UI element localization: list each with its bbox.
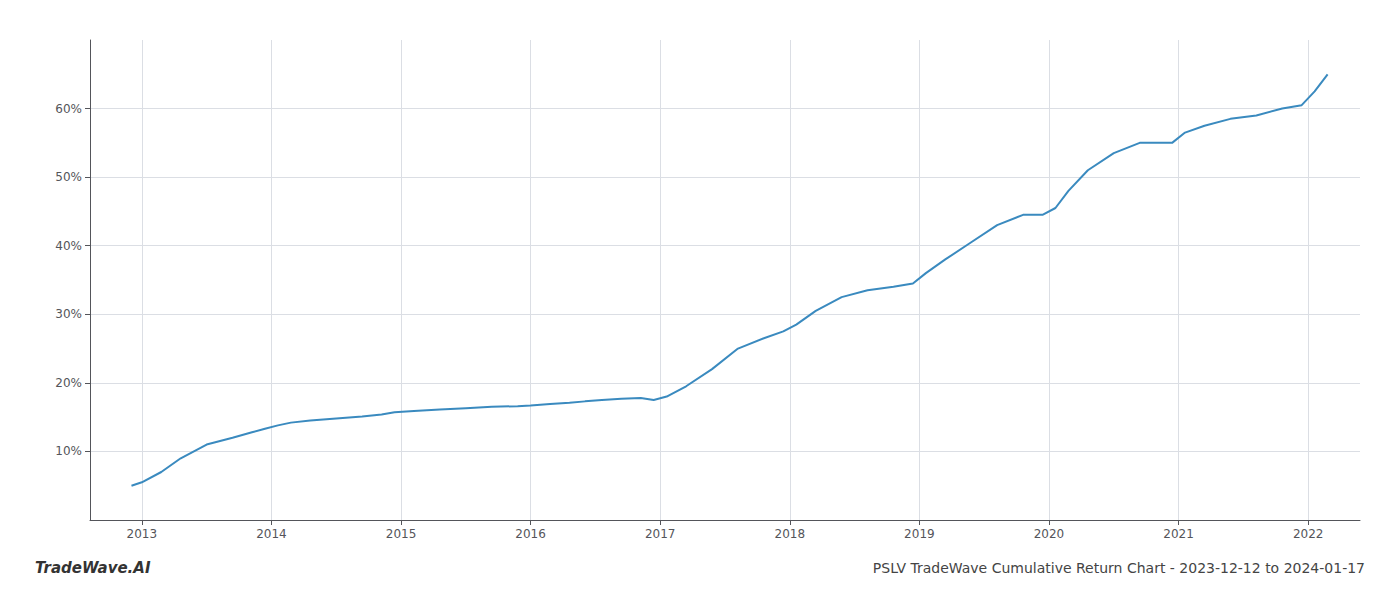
svg-text:2017: 2017: [645, 527, 676, 541]
svg-text:2020: 2020: [1034, 527, 1065, 541]
svg-text:2019: 2019: [904, 527, 935, 541]
svg-text:2015: 2015: [386, 527, 417, 541]
svg-text:30%: 30%: [55, 307, 82, 321]
svg-text:20%: 20%: [55, 376, 82, 390]
svg-text:2016: 2016: [515, 527, 546, 541]
svg-text:TradeWave.AI: TradeWave.AI: [35, 559, 151, 577]
svg-text:60%: 60%: [55, 102, 82, 116]
svg-text:40%: 40%: [55, 239, 82, 253]
svg-text:2018: 2018: [775, 527, 806, 541]
svg-text:10%: 10%: [55, 444, 82, 458]
svg-text:50%: 50%: [55, 170, 82, 184]
svg-text:2014: 2014: [256, 527, 287, 541]
svg-text:2013: 2013: [127, 527, 158, 541]
svg-text:PSLV TradeWave Cumulative Retu: PSLV TradeWave Cumulative Return Chart -…: [873, 560, 1365, 576]
svg-text:2021: 2021: [1163, 527, 1194, 541]
svg-text:2022: 2022: [1293, 527, 1324, 541]
